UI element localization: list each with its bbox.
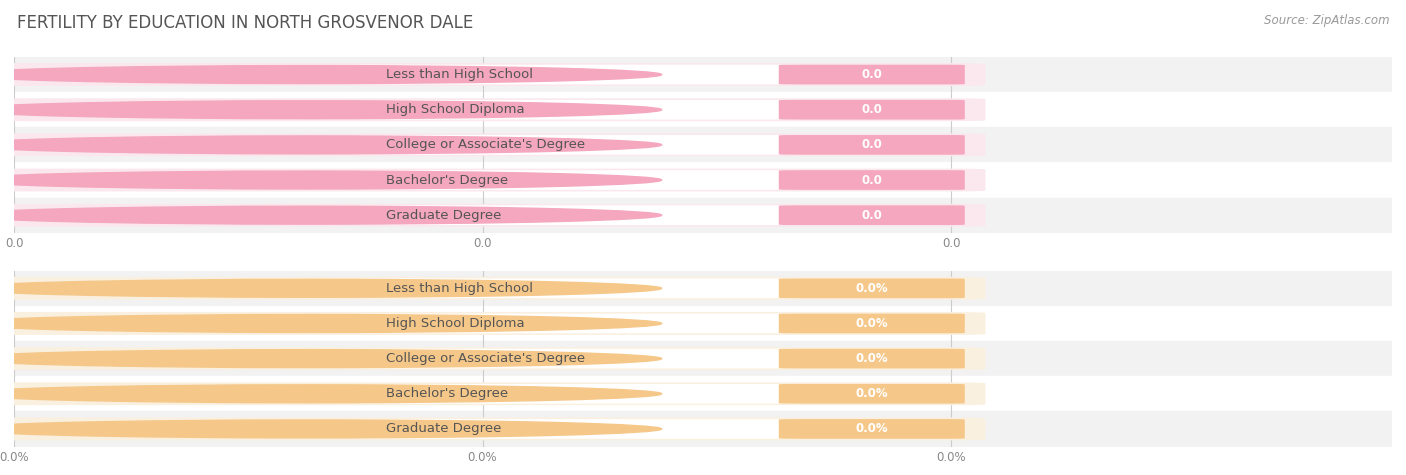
- Text: Graduate Degree: Graduate Degree: [387, 209, 502, 222]
- Bar: [14, 376, 1392, 411]
- FancyBboxPatch shape: [779, 65, 965, 85]
- Bar: [14, 306, 1392, 341]
- Text: 0.0%: 0.0%: [855, 387, 889, 400]
- Bar: [14, 411, 1392, 446]
- Circle shape: [0, 66, 662, 84]
- FancyBboxPatch shape: [0, 277, 986, 300]
- Text: FERTILITY BY EDUCATION IN NORTH GROSVENOR DALE: FERTILITY BY EDUCATION IN NORTH GROSVENO…: [17, 14, 474, 32]
- FancyBboxPatch shape: [0, 418, 986, 440]
- FancyBboxPatch shape: [779, 314, 965, 333]
- Text: Graduate Degree: Graduate Degree: [387, 422, 502, 436]
- Circle shape: [0, 350, 662, 368]
- Text: College or Associate's Degree: College or Associate's Degree: [387, 352, 585, 365]
- Bar: [14, 198, 1392, 233]
- Circle shape: [0, 101, 662, 119]
- Text: 0.0: 0.0: [862, 209, 882, 222]
- FancyBboxPatch shape: [779, 384, 965, 404]
- Text: 0.0%: 0.0%: [855, 422, 889, 436]
- Text: 0.0%: 0.0%: [855, 317, 889, 330]
- FancyBboxPatch shape: [359, 278, 800, 298]
- FancyBboxPatch shape: [359, 205, 800, 225]
- Text: Less than High School: Less than High School: [387, 68, 533, 81]
- Text: 0.0: 0.0: [862, 138, 882, 152]
- Circle shape: [0, 171, 662, 189]
- Circle shape: [0, 385, 662, 403]
- Text: Bachelor's Degree: Bachelor's Degree: [387, 387, 508, 400]
- Bar: [14, 162, 1392, 198]
- Bar: [14, 271, 1392, 306]
- Bar: [14, 92, 1392, 127]
- Text: 0.0: 0.0: [862, 103, 882, 116]
- FancyBboxPatch shape: [359, 419, 800, 439]
- Text: 0.0: 0.0: [862, 68, 882, 81]
- FancyBboxPatch shape: [0, 133, 986, 156]
- Circle shape: [0, 279, 662, 297]
- Circle shape: [0, 206, 662, 224]
- FancyBboxPatch shape: [359, 349, 800, 369]
- FancyBboxPatch shape: [0, 312, 986, 335]
- FancyBboxPatch shape: [0, 347, 986, 370]
- Circle shape: [0, 420, 662, 438]
- Bar: [14, 341, 1392, 376]
- Text: Source: ZipAtlas.com: Source: ZipAtlas.com: [1264, 14, 1389, 27]
- Text: 0.0%: 0.0%: [855, 282, 889, 295]
- FancyBboxPatch shape: [359, 314, 800, 333]
- Circle shape: [0, 314, 662, 332]
- FancyBboxPatch shape: [0, 63, 986, 86]
- FancyBboxPatch shape: [779, 419, 965, 439]
- FancyBboxPatch shape: [779, 349, 965, 369]
- Bar: [14, 57, 1392, 92]
- FancyBboxPatch shape: [779, 278, 965, 298]
- Text: High School Diploma: High School Diploma: [387, 103, 524, 116]
- Text: College or Associate's Degree: College or Associate's Degree: [387, 138, 585, 152]
- FancyBboxPatch shape: [0, 382, 986, 405]
- FancyBboxPatch shape: [0, 204, 986, 227]
- Bar: [14, 127, 1392, 162]
- Text: High School Diploma: High School Diploma: [387, 317, 524, 330]
- Text: 0.0%: 0.0%: [855, 352, 889, 365]
- FancyBboxPatch shape: [359, 170, 800, 190]
- FancyBboxPatch shape: [779, 170, 965, 190]
- FancyBboxPatch shape: [359, 100, 800, 120]
- FancyBboxPatch shape: [779, 135, 965, 155]
- Text: Bachelor's Degree: Bachelor's Degree: [387, 173, 508, 187]
- FancyBboxPatch shape: [0, 169, 986, 191]
- Circle shape: [0, 136, 662, 154]
- FancyBboxPatch shape: [359, 384, 800, 404]
- FancyBboxPatch shape: [779, 205, 965, 225]
- Text: 0.0: 0.0: [862, 173, 882, 187]
- FancyBboxPatch shape: [779, 100, 965, 120]
- FancyBboxPatch shape: [0, 98, 986, 121]
- Text: Less than High School: Less than High School: [387, 282, 533, 295]
- FancyBboxPatch shape: [359, 65, 800, 85]
- FancyBboxPatch shape: [359, 135, 800, 155]
